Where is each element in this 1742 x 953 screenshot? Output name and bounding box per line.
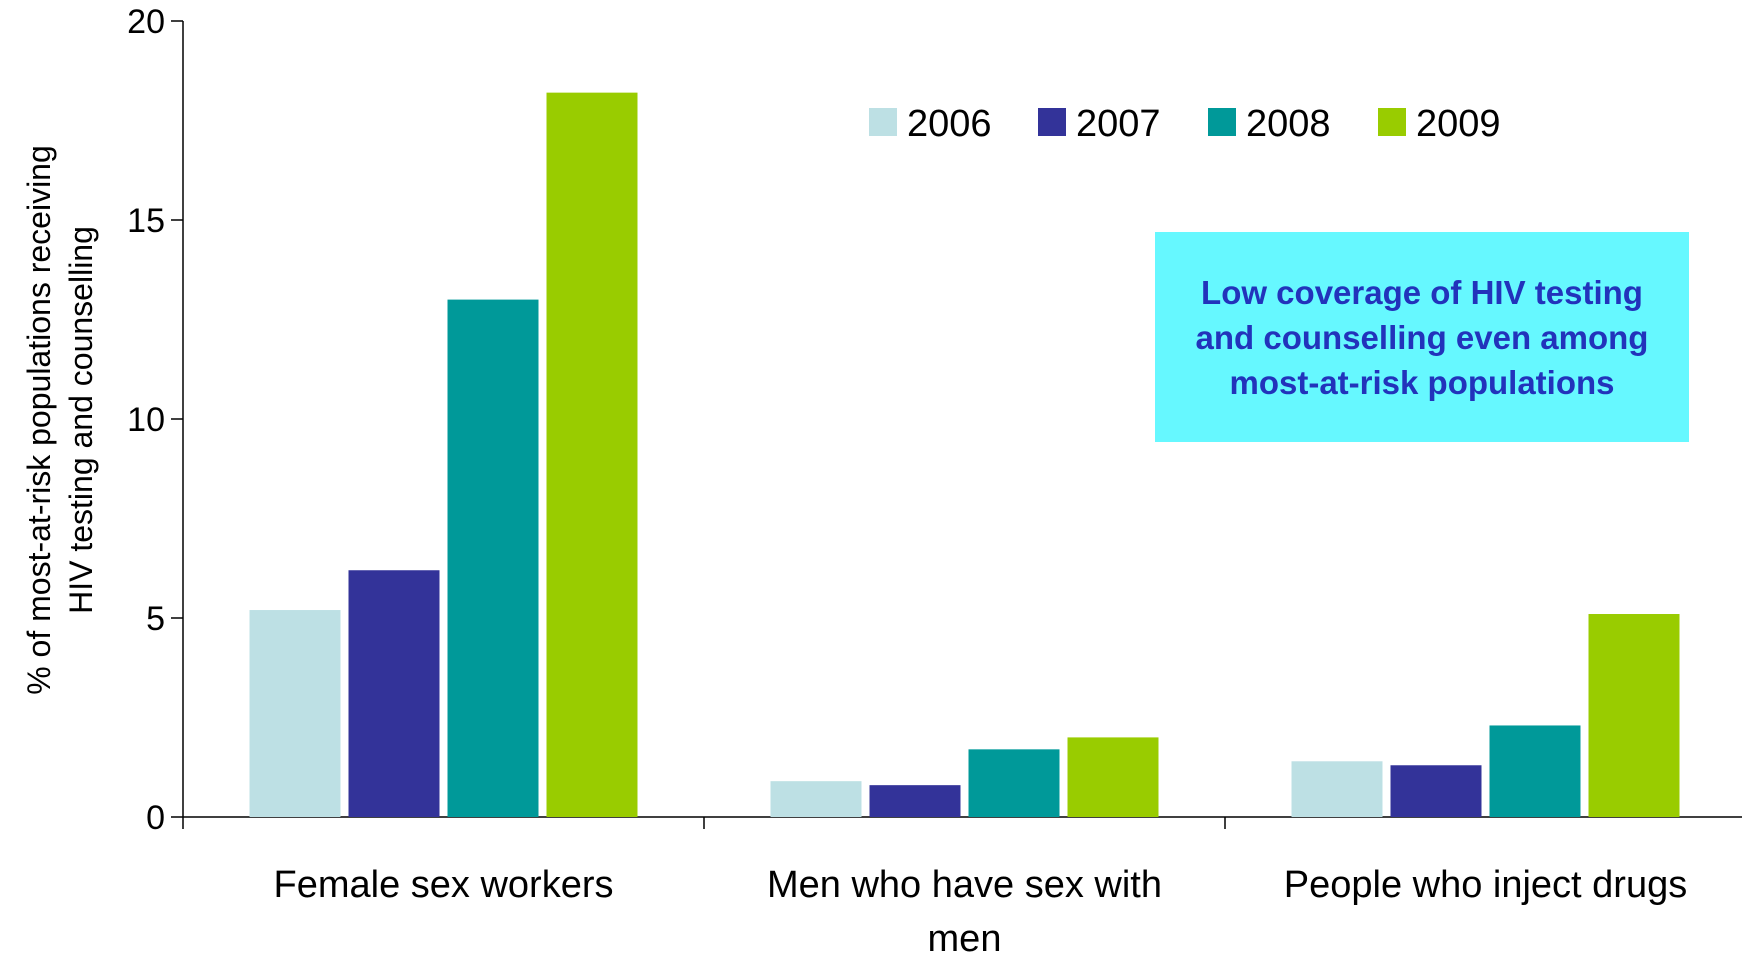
y-tick-label: 5 bbox=[146, 600, 165, 638]
y-axis: 0 5 10 15 20 bbox=[127, 3, 184, 837]
category-label: People who inject drugs bbox=[1284, 864, 1687, 906]
bar-2008-1 bbox=[447, 299, 539, 818]
category-label: Men who have sex with bbox=[767, 864, 1162, 906]
legend: 2006 2007 2008 2009 bbox=[869, 103, 1501, 145]
bar-2007-3 bbox=[1390, 765, 1482, 817]
legend-swatch-2007 bbox=[1038, 108, 1066, 136]
y-tick-label: 20 bbox=[127, 3, 165, 41]
x-axis-tick-labels: Female sex workers Men who have sex with m… bbox=[274, 864, 1688, 953]
bars bbox=[249, 92, 1680, 818]
bar-2009-2 bbox=[1067, 737, 1159, 817]
bar-2009-3 bbox=[1588, 614, 1680, 817]
legend-swatch-2008 bbox=[1208, 108, 1236, 136]
y-axis-label: % of most-at-risk populations receiving H… bbox=[21, 145, 99, 695]
annotation-box bbox=[1155, 232, 1689, 442]
legend-swatch-2006 bbox=[869, 108, 897, 136]
bar-2006-2 bbox=[770, 781, 862, 817]
legend-swatch-2009 bbox=[1378, 108, 1406, 136]
bar-2007-2 bbox=[869, 785, 961, 817]
y-tick-label: 15 bbox=[127, 202, 165, 240]
legend-label-2006: 2006 bbox=[907, 103, 992, 145]
x-axis bbox=[182, 816, 1742, 829]
legend-label-2007: 2007 bbox=[1076, 103, 1161, 145]
legend-label-2009: 2009 bbox=[1416, 103, 1501, 145]
y-tick-label: 0 bbox=[146, 799, 165, 837]
bar-2009-1 bbox=[546, 92, 638, 817]
bar-2008-3 bbox=[1489, 725, 1581, 817]
bar-2007-1 bbox=[348, 570, 440, 817]
legend-label-2008: 2008 bbox=[1246, 103, 1331, 145]
y-axis-label-line: HIV testing and counselling bbox=[63, 226, 99, 614]
category-label: Female sex workers bbox=[274, 864, 614, 906]
y-tick-label: 10 bbox=[127, 401, 165, 439]
category-label: men bbox=[928, 918, 1002, 953]
annotation-text: Low coverage of HIV testing and counsell… bbox=[1195, 273, 1649, 401]
bar-2006-1 bbox=[249, 610, 341, 817]
bar-2008-2 bbox=[968, 749, 1060, 817]
y-axis-label-line: % of most-at-risk populations receiving bbox=[21, 145, 57, 695]
bar-2006-3 bbox=[1291, 761, 1383, 817]
